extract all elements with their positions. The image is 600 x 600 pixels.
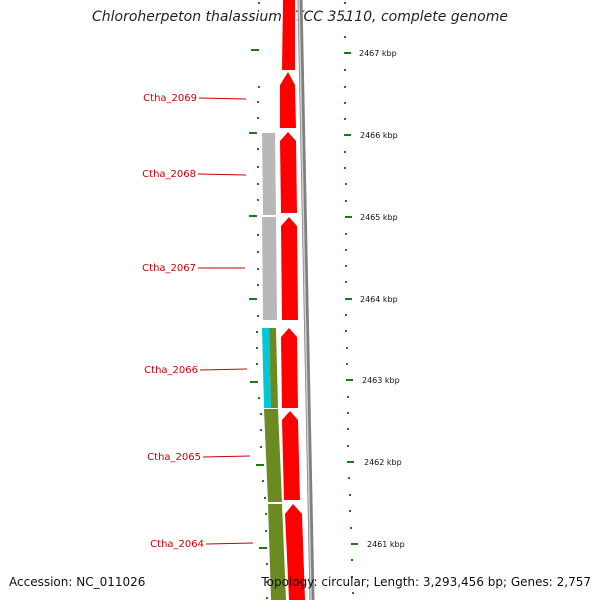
gene-arrow-partial-top [282, 0, 295, 70]
kbp-label-2461: 2461 kbp [367, 540, 405, 549]
leader-line-ctha-2066 [199, 368, 248, 371]
kbp-label-2462: 2462 kbp [364, 458, 402, 467]
homolog-block-gray-2 [262, 217, 277, 320]
gene-arrow-ctha-2069 [280, 72, 296, 128]
left-tick-ruler [249, 2, 268, 599]
gene-label-ctha-2068: Ctha_2068 [142, 169, 196, 180]
gene-arrow-ctha-2068 [280, 132, 297, 213]
gene-arrow-ctha-2067 [281, 217, 298, 320]
leader-line-ctha-2064 [205, 542, 254, 545]
kbp-label-2466: 2466 kbp [360, 131, 398, 140]
gene-leader-lines [197, 97, 254, 545]
homolog-block-olive-1 [264, 409, 282, 502]
homolog-block-gray-1 [262, 133, 276, 215]
right-tick-ruler [344, 2, 358, 594]
homolog-block-cyan [262, 328, 271, 408]
gene-track [280, 0, 305, 600]
gene-label-ctha-2066: Ctha_2066 [144, 365, 198, 376]
kbp-label-2467: 2467 kbp [359, 49, 397, 58]
genome-backbone-highlight [298, 0, 312, 600]
leader-line-ctha-2069 [198, 97, 247, 100]
homolog-block-olive-small [269, 328, 278, 408]
homolog-block-olive-2 [268, 504, 286, 600]
leader-line-ctha-2065 [202, 455, 251, 458]
kbp-label-2463: 2463 kbp [362, 376, 400, 385]
homolog-track [262, 133, 286, 600]
gene-label-ctha-2067: Ctha_2067 [142, 263, 196, 274]
kbp-label-2464: 2464 kbp [360, 295, 398, 304]
gene-label-ctha-2064: Ctha_2064 [150, 539, 204, 550]
leader-line-ctha-2068 [197, 173, 247, 176]
gene-arrow-ctha-2066 [281, 328, 298, 408]
gene-arrow-ctha-2064 [285, 504, 305, 600]
gene-arrow-ctha-2065 [282, 411, 300, 500]
kbp-label-2465: 2465 kbp [360, 213, 398, 222]
gene-label-ctha-2065: Ctha_2065 [147, 452, 201, 463]
gene-label-ctha-2069: Ctha_2069 [143, 93, 197, 104]
genome-backbone [297, 0, 315, 600]
accession-label: Accession: NC_011026 [9, 575, 146, 589]
genome-summary: Topology: circular; Length: 3,293,456 bp… [261, 575, 591, 589]
